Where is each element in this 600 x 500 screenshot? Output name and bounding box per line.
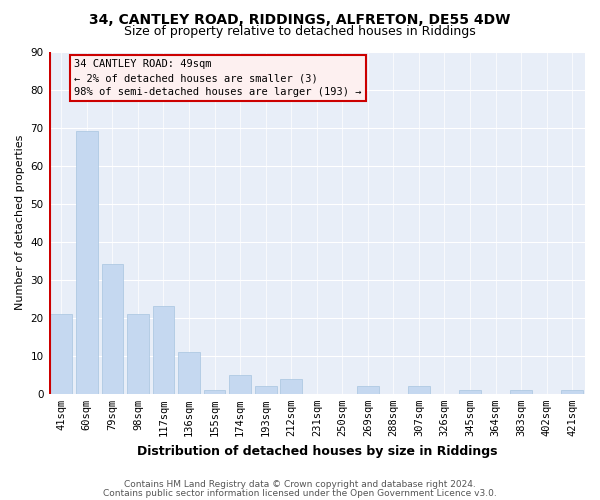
Bar — [255, 386, 277, 394]
Bar — [76, 132, 98, 394]
Text: Contains HM Land Registry data © Crown copyright and database right 2024.: Contains HM Land Registry data © Crown c… — [124, 480, 476, 489]
Bar — [229, 375, 251, 394]
Text: Contains public sector information licensed under the Open Government Licence v3: Contains public sector information licen… — [103, 489, 497, 498]
Y-axis label: Number of detached properties: Number of detached properties — [15, 135, 25, 310]
Bar — [357, 386, 379, 394]
Bar — [178, 352, 200, 394]
Bar — [562, 390, 583, 394]
Bar — [127, 314, 149, 394]
Text: 34, CANTLEY ROAD, RIDDINGS, ALFRETON, DE55 4DW: 34, CANTLEY ROAD, RIDDINGS, ALFRETON, DE… — [89, 12, 511, 26]
X-axis label: Distribution of detached houses by size in Riddings: Distribution of detached houses by size … — [137, 444, 497, 458]
Bar — [510, 390, 532, 394]
Bar — [50, 314, 72, 394]
Text: Size of property relative to detached houses in Riddings: Size of property relative to detached ho… — [124, 25, 476, 38]
Bar — [204, 390, 226, 394]
Bar — [101, 264, 123, 394]
Text: 34 CANTLEY ROAD: 49sqm
← 2% of detached houses are smaller (3)
98% of semi-detac: 34 CANTLEY ROAD: 49sqm ← 2% of detached … — [74, 59, 362, 97]
Bar — [408, 386, 430, 394]
Bar — [152, 306, 175, 394]
Bar — [280, 378, 302, 394]
Bar — [459, 390, 481, 394]
